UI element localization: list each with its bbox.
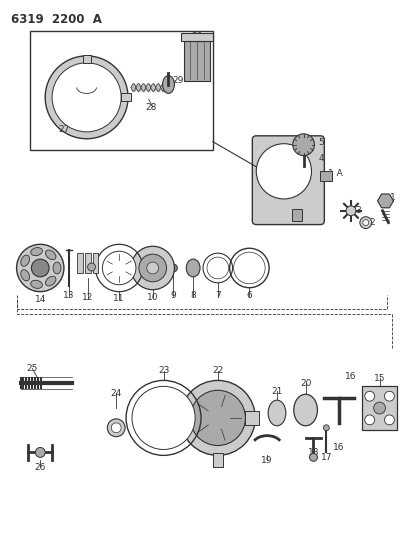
Bar	[320, 171, 332, 181]
Bar	[121, 93, 131, 101]
Ellipse shape	[31, 280, 42, 288]
Circle shape	[374, 402, 386, 414]
Text: 14: 14	[35, 295, 46, 304]
Text: 15: 15	[374, 374, 385, 383]
Circle shape	[169, 264, 177, 272]
Ellipse shape	[268, 400, 286, 426]
Ellipse shape	[186, 259, 200, 277]
Circle shape	[147, 262, 159, 274]
Circle shape	[365, 415, 375, 425]
Circle shape	[190, 390, 246, 446]
Circle shape	[111, 423, 121, 433]
Bar	[77, 253, 83, 273]
Bar	[246, 411, 259, 425]
Circle shape	[207, 257, 228, 279]
Bar	[362, 386, 397, 430]
Circle shape	[88, 263, 95, 271]
Text: 12: 12	[82, 293, 93, 302]
Text: 1 A: 1 A	[328, 169, 343, 178]
Circle shape	[131, 246, 174, 289]
Text: 7: 7	[215, 291, 221, 300]
Circle shape	[363, 220, 369, 225]
Circle shape	[346, 206, 356, 216]
Circle shape	[132, 386, 195, 449]
Text: 22: 22	[212, 366, 224, 375]
Text: 8: 8	[190, 291, 196, 300]
Text: 17: 17	[321, 453, 332, 462]
Bar	[181, 33, 213, 41]
Ellipse shape	[21, 255, 29, 266]
Text: 20: 20	[300, 379, 311, 388]
Circle shape	[45, 56, 128, 139]
Ellipse shape	[53, 262, 61, 274]
Polygon shape	[377, 194, 393, 208]
Text: 3: 3	[355, 206, 361, 215]
Text: 28: 28	[145, 103, 156, 112]
Circle shape	[17, 244, 64, 292]
Ellipse shape	[21, 270, 29, 281]
Text: 27: 27	[58, 125, 70, 134]
Ellipse shape	[162, 76, 174, 93]
Text: 30: 30	[191, 31, 203, 41]
Text: 1: 1	[390, 193, 395, 203]
Ellipse shape	[31, 247, 42, 256]
Text: 11: 11	[113, 294, 125, 303]
Circle shape	[365, 391, 375, 401]
Text: 6319  2200  A: 6319 2200 A	[11, 13, 102, 26]
Text: 5: 5	[319, 138, 324, 147]
Bar	[93, 253, 98, 273]
Text: 19: 19	[262, 456, 273, 465]
Text: 6: 6	[246, 291, 252, 300]
Circle shape	[384, 391, 395, 401]
Circle shape	[35, 448, 45, 457]
Circle shape	[384, 415, 395, 425]
Bar	[31, 31, 213, 150]
Bar	[184, 41, 210, 80]
Bar	[213, 454, 223, 467]
Text: 9: 9	[171, 291, 176, 300]
Text: 24: 24	[111, 389, 122, 398]
Text: 13: 13	[63, 291, 75, 300]
Circle shape	[107, 419, 125, 437]
Circle shape	[31, 259, 49, 277]
Text: 26: 26	[35, 463, 46, 472]
Circle shape	[139, 254, 166, 282]
Bar	[84, 253, 91, 273]
Text: 25: 25	[27, 364, 38, 373]
Bar	[292, 209, 302, 221]
Text: 16: 16	[333, 443, 345, 452]
Text: 21: 21	[271, 387, 283, 396]
Bar	[83, 55, 91, 63]
Text: 4: 4	[319, 154, 324, 163]
Text: 18: 18	[308, 448, 319, 457]
Text: 16: 16	[345, 372, 357, 381]
Ellipse shape	[294, 394, 317, 426]
Circle shape	[360, 217, 372, 229]
Text: 23: 23	[158, 366, 169, 375]
Circle shape	[293, 134, 315, 156]
Circle shape	[180, 381, 255, 455]
Circle shape	[256, 144, 312, 199]
Ellipse shape	[45, 276, 56, 286]
Circle shape	[310, 454, 317, 461]
Circle shape	[102, 251, 136, 285]
Text: 2: 2	[370, 218, 375, 227]
Text: 10: 10	[147, 293, 158, 302]
Circle shape	[52, 63, 121, 132]
Circle shape	[234, 252, 265, 284]
Circle shape	[324, 425, 329, 431]
FancyBboxPatch shape	[252, 136, 324, 224]
Ellipse shape	[45, 250, 56, 260]
Text: 29: 29	[173, 76, 184, 85]
